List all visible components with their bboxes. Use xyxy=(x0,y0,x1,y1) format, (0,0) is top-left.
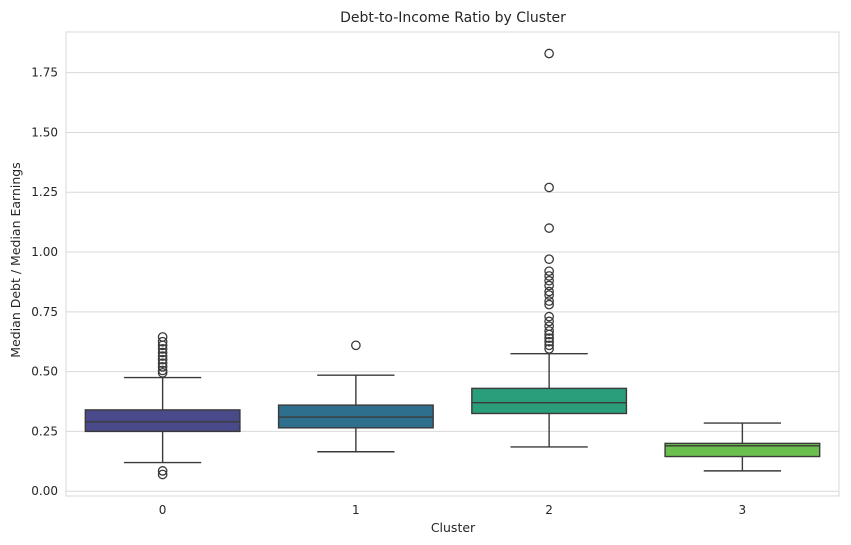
y-tick-label: 0.00 xyxy=(31,484,58,498)
x-tick-label: 2 xyxy=(545,503,553,517)
outlier-point xyxy=(157,336,168,347)
box-cluster-2 xyxy=(471,48,628,448)
outlier-point xyxy=(544,271,554,281)
outlier-point xyxy=(544,316,554,327)
x-tick-label: 3 xyxy=(739,503,747,517)
y-tick-label: 1.75 xyxy=(31,66,58,80)
box-cluster-0 xyxy=(84,332,241,480)
x-tick-label: 0 xyxy=(159,503,167,517)
outlier-point xyxy=(544,182,554,193)
outlier-point xyxy=(544,280,554,291)
outlier-point xyxy=(157,469,168,480)
box-cluster-1 xyxy=(277,340,434,453)
outlier-point xyxy=(544,254,554,265)
outlier-point xyxy=(157,365,168,376)
y-tick-label: 1.25 xyxy=(31,185,58,199)
outlier-point xyxy=(544,275,554,286)
outlier-point xyxy=(544,286,554,297)
x-tick-label: 1 xyxy=(352,503,360,517)
iqr-box xyxy=(471,387,628,415)
outlier-point xyxy=(544,266,554,277)
y-tick-label: 1.00 xyxy=(31,245,58,259)
outlier-point xyxy=(157,466,168,476)
plot-frame xyxy=(65,31,840,497)
outlier-point xyxy=(544,326,554,336)
iqr-box xyxy=(84,409,241,433)
outlier-point xyxy=(544,299,554,310)
outlier-point xyxy=(544,336,554,347)
y-tick-label: 0.50 xyxy=(31,365,58,379)
outlier-point xyxy=(157,351,168,361)
outlier-point xyxy=(157,347,168,358)
outlier-point xyxy=(157,354,168,365)
chart-title: Debt-to-Income Ratio by Cluster xyxy=(340,10,566,26)
outlier-point xyxy=(157,361,168,372)
box-cluster-3 xyxy=(664,422,821,472)
outlier-point xyxy=(544,48,554,59)
y-tick-label: 0.25 xyxy=(31,424,58,438)
x-tick-labels: 0 1 2 3 xyxy=(159,503,746,517)
iqr-box xyxy=(664,442,821,458)
outlier-point xyxy=(351,340,361,351)
outlier-point xyxy=(157,344,168,354)
outlier-point xyxy=(544,321,554,332)
outlier-point xyxy=(157,332,168,342)
outlier-point xyxy=(544,311,554,322)
outlier-point xyxy=(544,290,554,300)
y-tick-labels: 0.00 0.25 0.50 0.75 1.00 1.25 1.50 1.75 xyxy=(31,66,58,499)
y-tick-label: 0.75 xyxy=(31,305,58,319)
x-axis-label: Cluster xyxy=(431,520,476,535)
outlier-point xyxy=(157,358,168,369)
outlier-point xyxy=(544,340,554,351)
box-series xyxy=(84,48,821,480)
outlier-point xyxy=(544,223,554,233)
y-tick-label: 1.50 xyxy=(31,125,58,139)
outlier-point xyxy=(544,344,554,354)
outlier-point xyxy=(544,296,554,306)
outlier-point xyxy=(544,333,554,343)
y-axis-label: Median Debt / Median Earnings xyxy=(8,162,23,357)
